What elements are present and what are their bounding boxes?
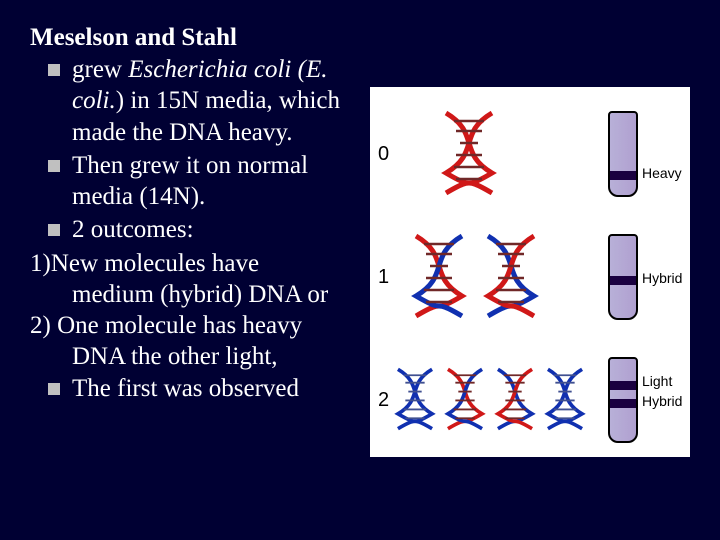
band-hybrid-2 [610,399,636,408]
bullet-icon [48,224,60,236]
tube-gen0 [608,111,638,197]
slide-title: Meselson and Stahl [30,24,350,52]
bullet-4-text: The first was observed [72,373,299,404]
bullet-2-text: Then grew it on normal media (14N). [72,150,350,213]
bullet-3: 2 outcomes: [48,214,350,245]
slide: Meselson and Stahl grew Escherichia coli… [0,0,720,540]
diagram-column: 0 [360,24,700,520]
band-heavy [610,171,636,180]
dna-strand [392,355,438,443]
outcome-1-head: 1) [30,250,51,277]
bullet-icon [48,64,60,76]
gen-2-label: 2 [378,389,389,412]
outcome-1-text: New molecules have [51,250,259,277]
bullet-1-text: grew Escherichia coli (E. coli.) in 15N … [72,54,350,148]
tube-gen1 [608,234,638,320]
helix-light-1 [392,355,438,443]
helix-light-2 [542,355,588,443]
dna-strand [492,355,538,443]
bullet-3-text: 2 outcomes: [72,214,194,245]
helix-hybrid-3 [442,355,488,443]
text-column: Meselson and Stahl grew Escherichia coli… [30,24,360,520]
dna-strand [438,109,500,197]
generation-0-row: 0 [370,109,690,199]
bullet-1: grew Escherichia coli (E. coli.) in 15N … [48,54,350,148]
band-light [610,381,636,390]
generation-2-row: 2 [370,355,690,445]
tube-gen2 [608,357,638,443]
meselson-stahl-diagram: 0 [370,87,690,457]
b1-part1: grew [72,56,128,83]
bullet-4: The first was observed [48,373,350,404]
outcome-1-cont: medium (hybrid) DNA or [72,279,350,310]
bullet-2: Then grew it on normal media (14N). [48,150,350,213]
tube-label-heavy: Heavy [642,165,682,181]
tube-label-hybrid-2: Hybrid [642,393,682,409]
band-hybrid [610,276,636,285]
generation-1-row: 1 [370,232,690,322]
helix-hybrid-2 [480,232,542,320]
dna-strand [480,232,542,320]
outcome-1: 1)New molecules have [30,248,350,279]
bullet-icon [48,160,60,172]
outcome-2: 2) One molecule has heavy [30,310,350,341]
tube-label-light: Light [642,373,672,389]
helix-heavy-heavy [438,109,500,197]
outcome-2-cont: DNA the other light, [72,341,350,372]
bullet-icon [48,383,60,395]
tube-label-hybrid: Hybrid [642,270,682,286]
dna-strand [408,232,470,320]
dna-strand [542,355,588,443]
helix-hybrid-4 [492,355,538,443]
gen-0-label: 0 [378,143,389,166]
dna-strand [442,355,488,443]
helix-hybrid-1 [408,232,470,320]
gen-1-label: 1 [378,266,389,289]
